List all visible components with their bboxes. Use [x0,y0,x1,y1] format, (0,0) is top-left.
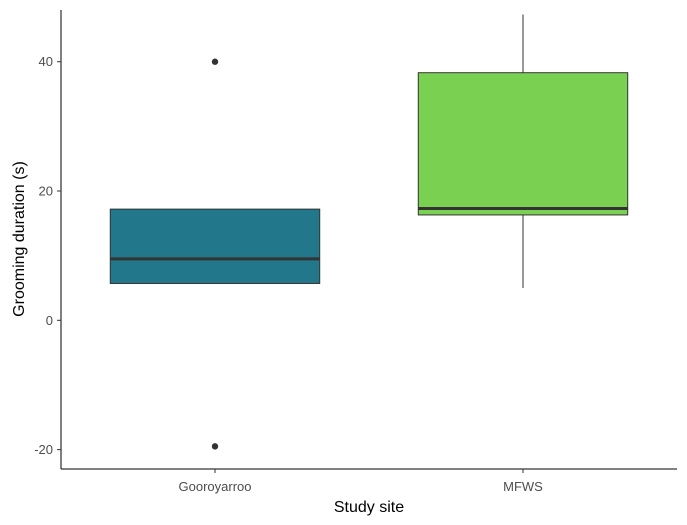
box-iqr [109,208,321,284]
y-axis-ticks: -20 0 20 40 [34,54,61,457]
box-iqr [417,72,629,216]
plot-area [109,14,629,450]
box-mfws [417,14,629,288]
x-axis-ticks: Gooroyarroo MFWS [179,469,543,494]
x-tick-label: Gooroyarroo [179,479,252,494]
x-axis-title: Study site [334,499,404,516]
y-axis-title: Grooming duration (s) [11,161,28,317]
outlier-point [211,58,219,65]
box-gooroyarroo [109,58,321,450]
y-tick-label: 40 [39,54,53,69]
outlier-point [211,443,219,450]
x-tick-label: MFWS [503,479,543,494]
y-tick-label: -20 [34,442,53,457]
y-tick-label: 20 [39,184,53,199]
y-tick-label: 0 [46,313,53,328]
